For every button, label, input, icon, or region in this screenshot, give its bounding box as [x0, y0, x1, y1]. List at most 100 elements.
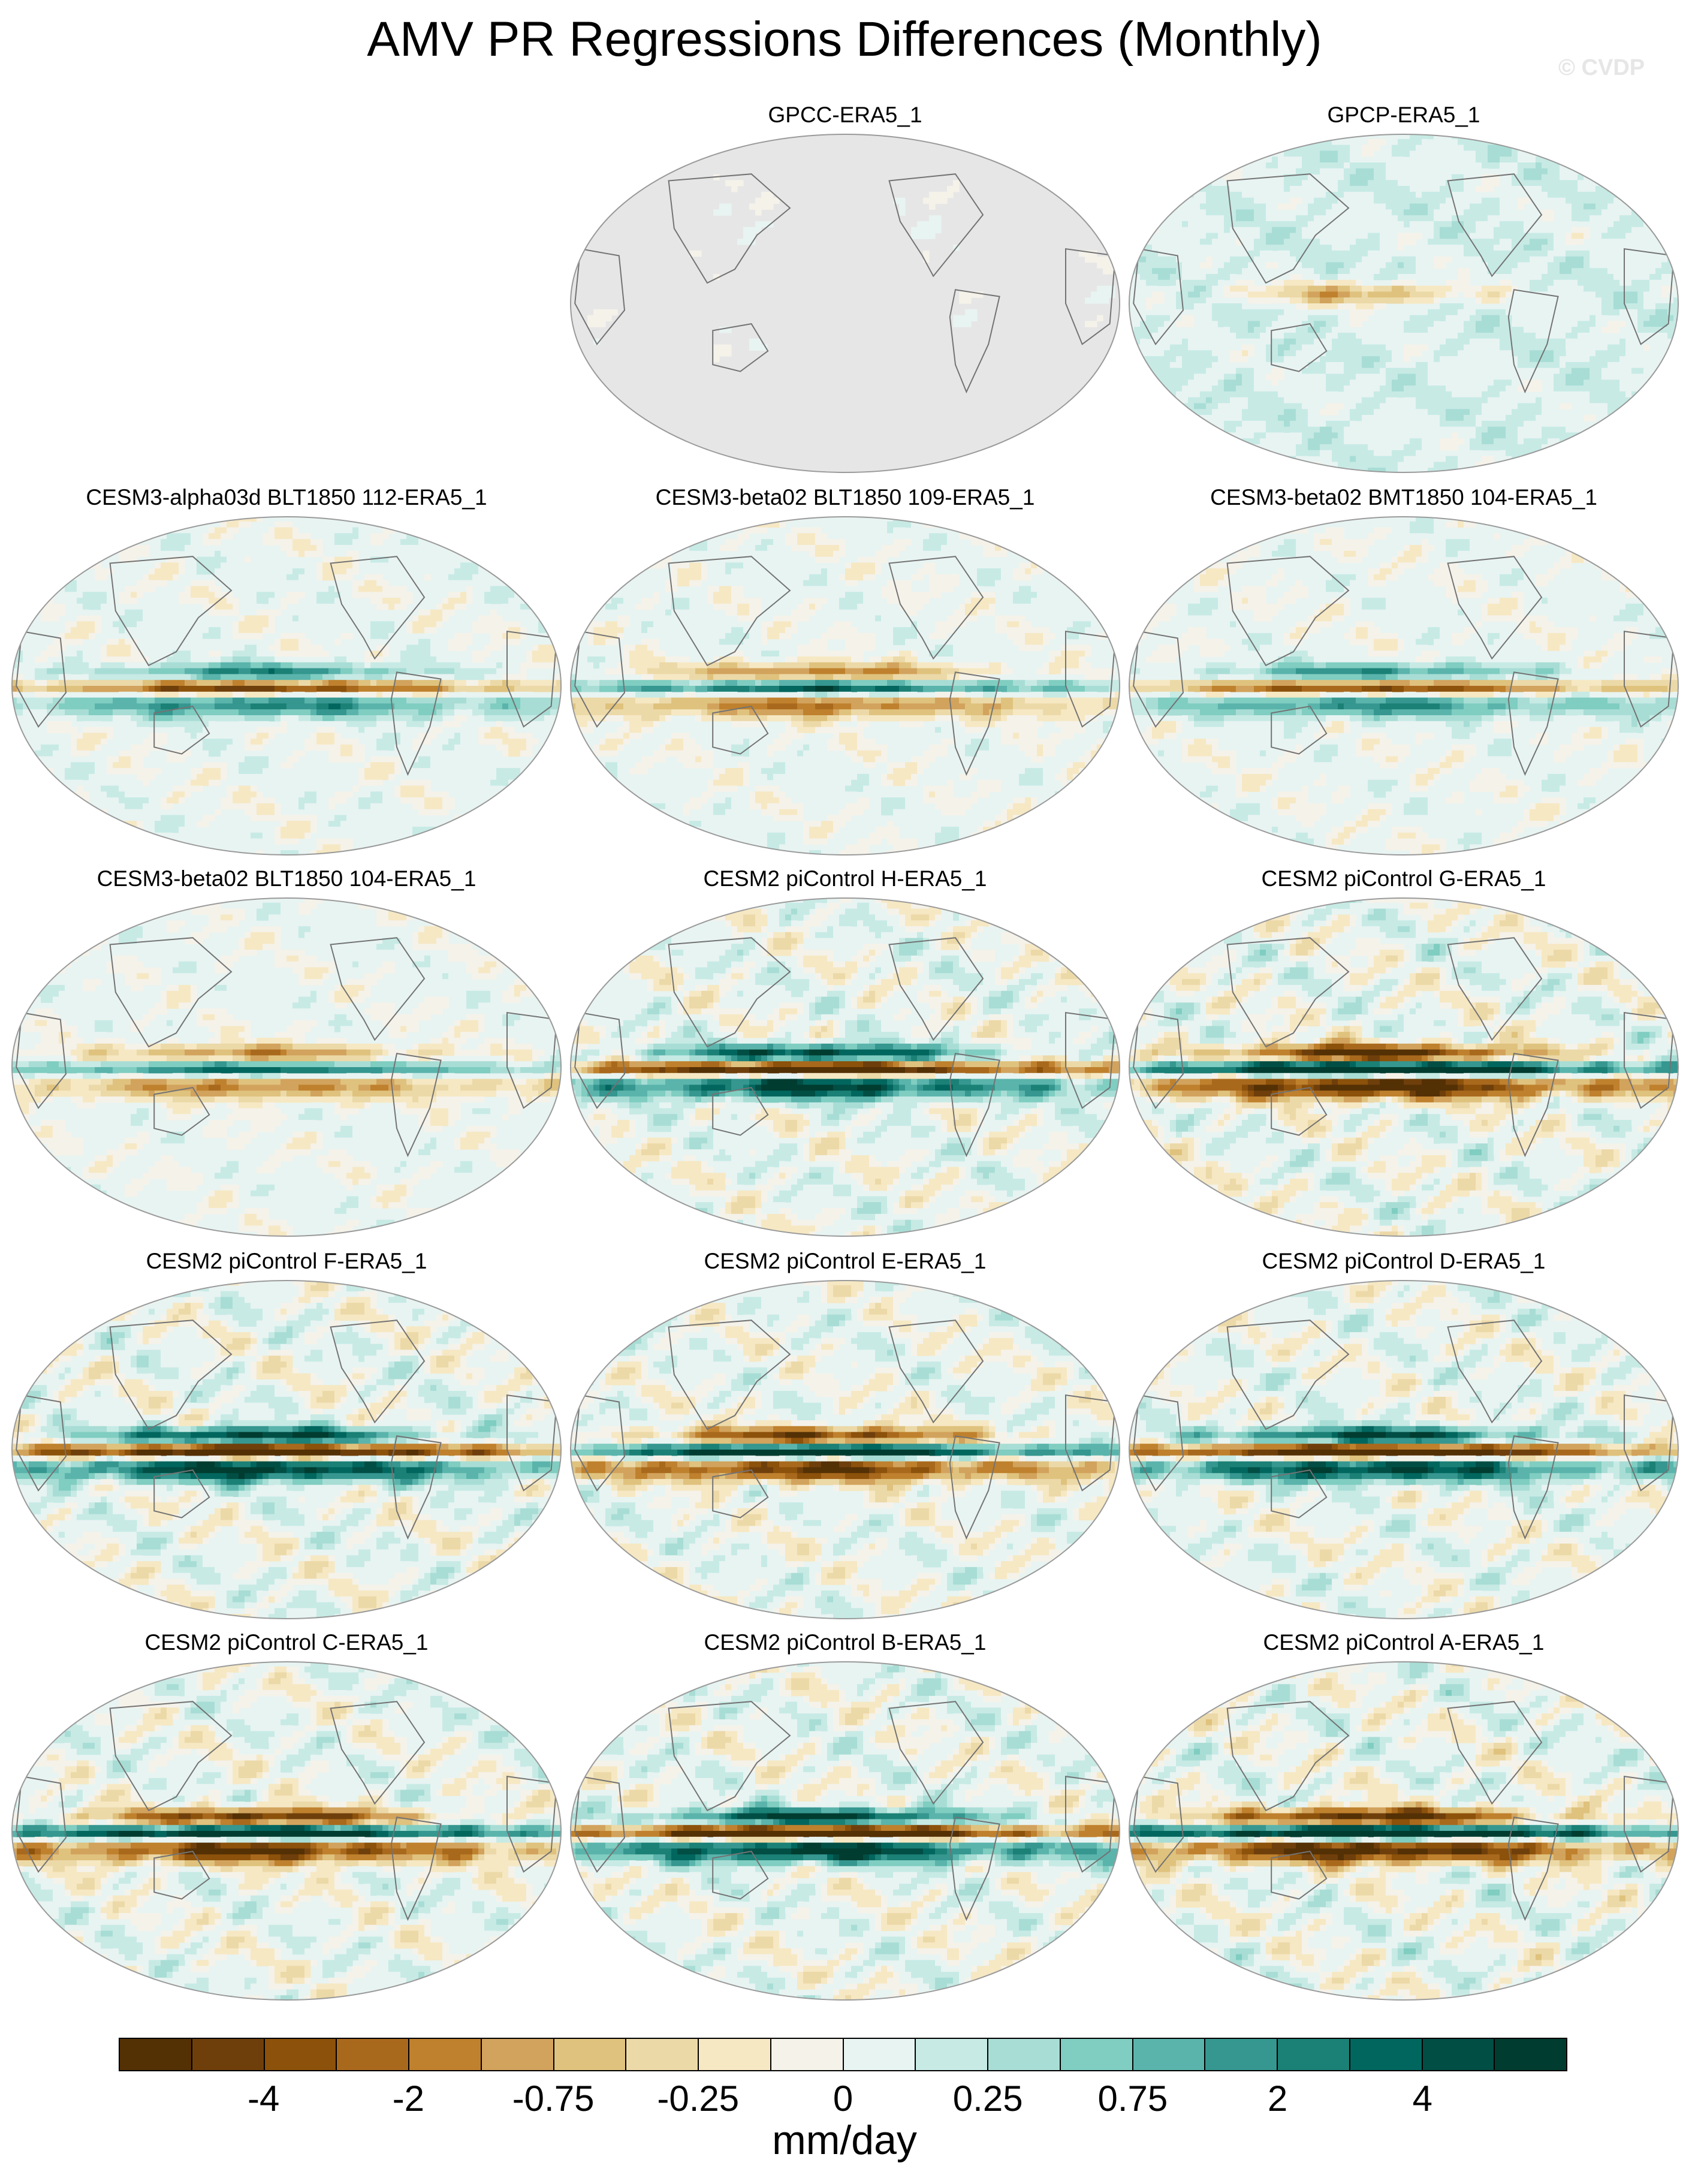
- map-border: [11, 1280, 562, 1619]
- panel-title: CESM2 piControl G-ERA5_1: [1128, 866, 1679, 892]
- map-panel: [570, 134, 1120, 473]
- panel-title: CESM2 piControl E-ERA5_1: [569, 1248, 1121, 1275]
- map-panel: [570, 1280, 1120, 1619]
- coastline: [1133, 248, 1184, 345]
- coastline: [330, 556, 426, 660]
- coastline: [712, 1086, 769, 1136]
- colorbar-swatch: [120, 2039, 192, 2070]
- coastline: [153, 1086, 210, 1136]
- precip-field: [1129, 898, 1678, 1236]
- map-border: [1129, 1661, 1679, 2001]
- panel-title: CESM2 piControl F-ERA5_1: [11, 1248, 562, 1275]
- coastline: [574, 1775, 626, 1873]
- precip-field: [12, 1281, 561, 1619]
- coastline: [668, 1701, 791, 1812]
- colorbar-swatch: [1422, 2039, 1495, 2070]
- map-panel: [570, 897, 1120, 1237]
- coastline: [949, 1053, 1000, 1158]
- coastline: [506, 1394, 557, 1492]
- coastline: [1226, 937, 1350, 1048]
- coastline: [668, 937, 791, 1048]
- coastline: [1271, 1086, 1328, 1136]
- coastline: [1271, 323, 1328, 372]
- map-border: [570, 897, 1120, 1237]
- panel-title: CESM3-beta02 BLT1850 104-ERA5_1: [11, 866, 562, 892]
- colorbar-swatch: [554, 2039, 627, 2070]
- coastline: [668, 1320, 791, 1430]
- coastline: [16, 1011, 67, 1109]
- precip-field: [571, 517, 1120, 855]
- coastline: [712, 705, 769, 755]
- coastline: [1447, 937, 1543, 1041]
- colorbar-swatch: [771, 2039, 844, 2070]
- coastline: [668, 173, 791, 284]
- coastline: [888, 937, 984, 1041]
- map-border: [570, 1661, 1120, 2001]
- coastline: [574, 1011, 626, 1109]
- coastline: [712, 1850, 769, 1900]
- colorbar-swatch: [481, 2039, 554, 2070]
- coastline: [109, 1701, 233, 1812]
- panel-title: CESM2 piControl B-ERA5_1: [569, 1629, 1121, 1656]
- panel-title: CESM3-beta02 BLT1850 109-ERA5_1: [569, 484, 1121, 511]
- panel-title: CESM2 piControl H-ERA5_1: [569, 866, 1121, 892]
- coastline: [1271, 1469, 1328, 1519]
- map-border: [1129, 516, 1679, 855]
- colorbar-swatch: [264, 2039, 337, 2070]
- coastline: [390, 1817, 442, 1921]
- colorbar-swatch: [843, 2039, 916, 2070]
- coastline: [330, 937, 426, 1041]
- precip-field: [571, 134, 1120, 472]
- coastline: [153, 1469, 210, 1519]
- coastline: [390, 671, 442, 776]
- coastline: [1133, 1011, 1184, 1109]
- coastline: [506, 1011, 557, 1109]
- coastline: [1133, 1775, 1184, 1873]
- panel-title: CESM3-beta02 BMT1850 104-ERA5_1: [1128, 484, 1679, 511]
- map-border: [11, 1661, 562, 2001]
- coastline: [1226, 556, 1350, 667]
- coastline: [1507, 1817, 1559, 1921]
- coastline: [153, 705, 210, 755]
- coastline: [1133, 630, 1184, 728]
- coastline: [888, 1320, 984, 1424]
- precip-field: [12, 517, 561, 855]
- map-panel: [1129, 1661, 1679, 2001]
- coastline: [1065, 1775, 1116, 1873]
- map-border: [570, 516, 1120, 855]
- coastline: [1447, 556, 1543, 660]
- coastline: [1507, 1435, 1559, 1540]
- colorbar-tick-label: -0.25: [638, 2078, 758, 2120]
- map-panel: [570, 516, 1120, 855]
- map-border: [1129, 1280, 1679, 1619]
- coastline: [712, 323, 769, 372]
- map-panel: [11, 897, 562, 1237]
- colorbar-swatch: [1278, 2039, 1350, 2070]
- coastline: [109, 1320, 233, 1430]
- colorbar-tick-label: -4: [204, 2078, 324, 2120]
- panel-title: GPCC-ERA5_1: [569, 102, 1121, 128]
- coastline: [153, 1850, 210, 1900]
- precip-field: [12, 1662, 561, 2000]
- coastline: [1226, 173, 1350, 284]
- map-panel: [11, 516, 562, 855]
- map-panel: [1129, 516, 1679, 855]
- coastline: [949, 1435, 1000, 1540]
- colorbar-tick-label: 4: [1362, 2078, 1482, 2120]
- colorbar-tick-label: 0.75: [1073, 2078, 1193, 2120]
- coastline: [888, 1701, 984, 1805]
- coastline: [1507, 1053, 1559, 1158]
- map-panel: [570, 1661, 1120, 2001]
- coastline: [506, 1775, 557, 1873]
- coastline: [1624, 248, 1675, 345]
- coastline: [712, 1469, 769, 1519]
- colorbar-swatch: [1133, 2039, 1206, 2070]
- colorbar-units: mm/day: [0, 2116, 1689, 2164]
- coastline: [574, 630, 626, 728]
- coastline: [1065, 248, 1116, 345]
- coastline: [1624, 1775, 1675, 1873]
- colorbar-swatch: [1350, 2039, 1423, 2070]
- coastline: [1624, 1394, 1675, 1492]
- coastline: [574, 248, 626, 345]
- colorbar-swatch: [1060, 2039, 1133, 2070]
